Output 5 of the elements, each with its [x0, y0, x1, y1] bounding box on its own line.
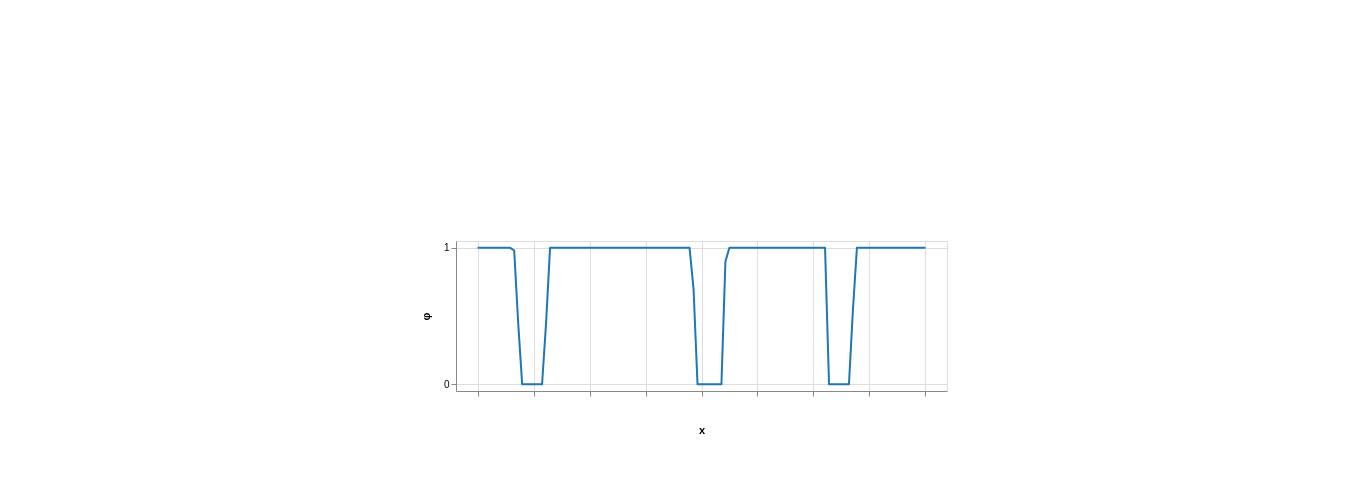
y-tick-label: 1	[443, 242, 450, 254]
line-series	[477, 246, 926, 386]
x-axis-title: x	[698, 423, 706, 436]
y-axis-title: φ	[419, 312, 432, 321]
y-tick-label: 0	[443, 378, 450, 390]
